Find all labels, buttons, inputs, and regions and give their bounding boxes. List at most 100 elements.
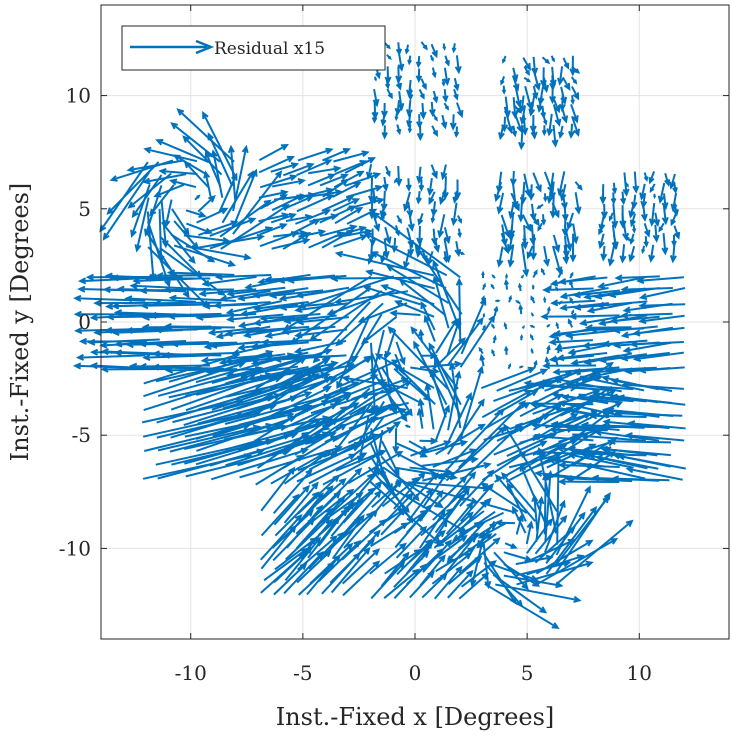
x-tick-label: 10 xyxy=(627,661,652,685)
residual-arrow xyxy=(565,381,634,391)
residual-arrow xyxy=(431,552,473,585)
residual-arrow xyxy=(653,212,661,228)
residual-arrow xyxy=(153,326,222,334)
residual-arrow xyxy=(171,208,190,236)
ticks: -10 -5 0 5 10 -10 -5 0 5 10 xyxy=(59,5,729,685)
residual-arrow xyxy=(226,286,286,298)
residual-arrow xyxy=(496,192,505,215)
residual-arrow xyxy=(661,204,669,226)
residual-arrow xyxy=(619,244,627,264)
residual-arrow xyxy=(417,213,424,226)
residual-arrow xyxy=(620,312,673,320)
residual-arrow xyxy=(406,113,413,128)
residual-arrow xyxy=(529,203,537,222)
residual-arrow xyxy=(233,168,258,224)
residual-arrow xyxy=(542,362,597,370)
residual-arrow xyxy=(396,124,402,136)
residual-arrow xyxy=(546,172,555,205)
residual-arrow xyxy=(153,183,185,198)
residual-arrow xyxy=(384,329,397,359)
residual-arrow xyxy=(459,469,495,507)
residual-arrow xyxy=(479,501,515,514)
residual-arrow xyxy=(260,466,296,512)
residual-arrow xyxy=(508,203,516,220)
residual-arrow xyxy=(185,209,207,218)
residual-arrow xyxy=(333,225,368,238)
residual-arrow xyxy=(567,318,574,328)
residual-arrow xyxy=(512,505,527,534)
residual-arrow xyxy=(418,89,425,100)
residual-arrow xyxy=(596,300,648,309)
residual-arrow xyxy=(432,114,438,122)
residual-arrow xyxy=(523,66,530,77)
residual-arrow xyxy=(632,351,684,363)
residual-arrow xyxy=(564,329,619,339)
residual-arrow xyxy=(102,171,150,241)
residual-arrow xyxy=(433,565,463,600)
residual-arrow xyxy=(557,478,620,486)
residual-arrow xyxy=(403,191,411,212)
residual-arrow xyxy=(384,66,392,85)
residual-arrow xyxy=(657,182,666,204)
residual-arrow xyxy=(599,184,607,205)
residual-arrow xyxy=(408,487,434,521)
residual-arrow xyxy=(126,159,185,173)
residual-arrow xyxy=(449,114,457,131)
residual-arrow xyxy=(323,374,379,402)
residual-arrow xyxy=(384,165,391,178)
residual-arrow xyxy=(530,347,534,354)
residual-arrow xyxy=(669,244,677,264)
residual-arrow xyxy=(661,233,669,256)
residual-arrow xyxy=(453,77,460,92)
residual-arrow xyxy=(333,150,370,163)
residual-arrow xyxy=(632,326,685,337)
residual-arrow xyxy=(410,326,459,390)
residual-arrow xyxy=(342,560,381,597)
residual-arrow xyxy=(255,357,307,390)
residual-arrow xyxy=(520,243,530,278)
residual-arrow xyxy=(653,193,657,200)
residual-arrow xyxy=(482,324,486,331)
residual-arrow xyxy=(429,54,434,62)
residual-arrow xyxy=(557,171,566,197)
residual-arrow xyxy=(597,276,647,290)
residual-arrow xyxy=(282,275,372,331)
residual-arrow xyxy=(511,97,519,119)
residual-arrow xyxy=(253,301,309,312)
residual-arrow xyxy=(370,251,447,290)
residual-arrow xyxy=(176,108,235,163)
residual-arrow xyxy=(342,480,383,524)
residual-arrow xyxy=(511,67,519,83)
residual-arrow xyxy=(268,289,324,299)
residual-arrow xyxy=(367,177,375,204)
x-tick-label: -5 xyxy=(293,661,312,685)
residual-arrow xyxy=(628,245,636,263)
residual-arrow xyxy=(570,104,579,124)
residual-arrow xyxy=(226,313,284,323)
residual-arrow xyxy=(417,397,425,417)
residual-arrow xyxy=(160,199,169,249)
residual-arrow xyxy=(503,423,558,512)
residual-arrow xyxy=(557,66,564,86)
residual-arrow xyxy=(372,214,381,232)
residual-arrow xyxy=(170,122,221,163)
residual-arrow xyxy=(385,264,450,304)
residual-arrow xyxy=(549,66,557,88)
residual-arrow xyxy=(434,404,450,442)
residual-arrow xyxy=(420,41,428,51)
residual-arrow xyxy=(207,326,260,336)
residual-arrow xyxy=(305,387,371,445)
residual-arrow xyxy=(168,178,197,189)
residual-arrow xyxy=(546,324,551,328)
residual-arrow xyxy=(202,110,236,176)
residual-arrow xyxy=(529,115,537,134)
residual-arrow xyxy=(532,269,538,278)
residual-arrow xyxy=(319,224,358,237)
residual-arrow xyxy=(532,172,542,193)
residual-arrow xyxy=(620,351,670,362)
residual-arrow xyxy=(142,173,187,185)
residual-arrow xyxy=(148,311,222,320)
residual-arrow xyxy=(658,222,665,233)
residual-arrow xyxy=(503,278,509,290)
residual-arrow xyxy=(612,325,658,334)
